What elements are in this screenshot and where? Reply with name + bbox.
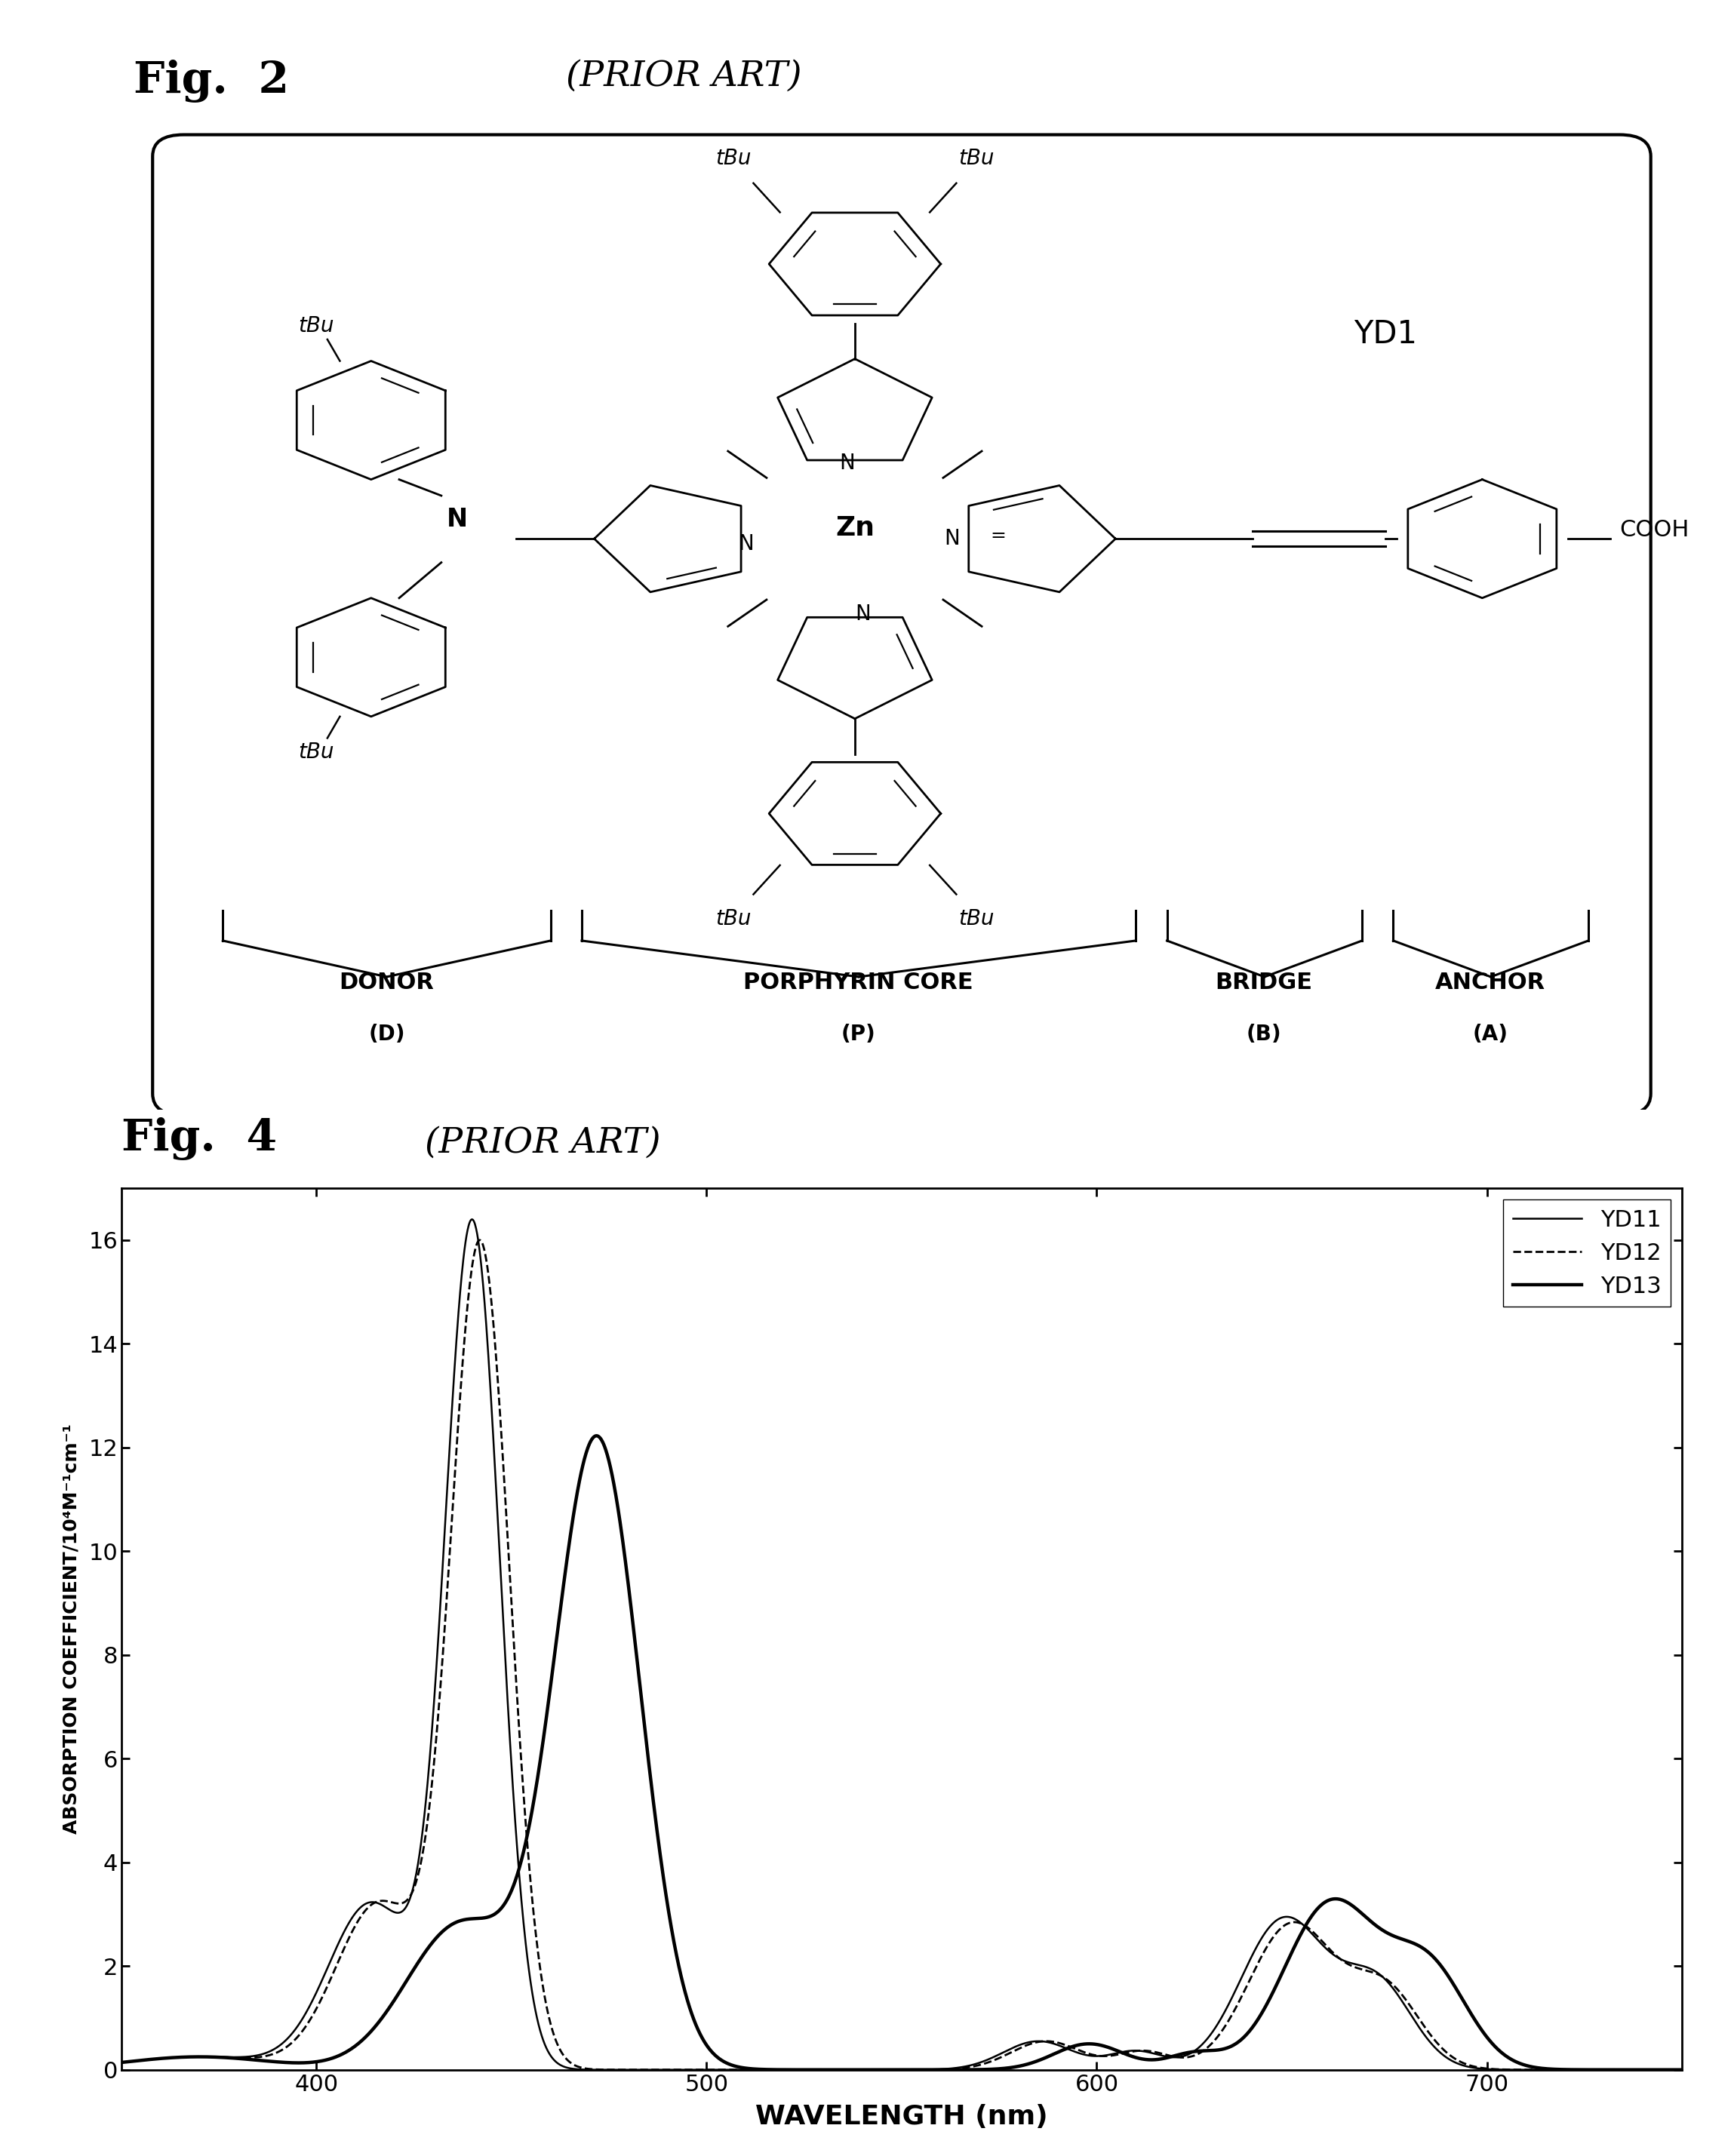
- Text: tBu: tBu: [714, 149, 751, 168]
- YD12: [725, 2057, 746, 2083]
- YD13: [586, 1423, 607, 1449]
- YD11: [725, 2057, 746, 2083]
- Text: BRIDGE: BRIDGE: [1216, 972, 1313, 994]
- Text: ANCHOR: ANCHOR: [1436, 972, 1545, 994]
- YD12: [1711, 2057, 1732, 2083]
- YD13: [725, 2053, 746, 2078]
- Text: (B): (B): [1247, 1024, 1281, 1046]
- Text: tBu: tBu: [959, 149, 995, 168]
- YD11: [111, 2050, 132, 2076]
- Text: tBu: tBu: [714, 908, 751, 929]
- Text: DONOR: DONOR: [340, 972, 434, 994]
- YD12: [1680, 2057, 1701, 2083]
- Line: YD12: YD12: [121, 1240, 1722, 2070]
- YD12: [794, 2057, 815, 2083]
- YD11: [388, 1899, 409, 1925]
- Text: N: N: [943, 528, 959, 550]
- X-axis label: WAVELENGTH (nm): WAVELENGTH (nm): [756, 2104, 1047, 2130]
- FancyBboxPatch shape: [153, 134, 1651, 1115]
- Text: COOH: COOH: [1620, 520, 1689, 541]
- Text: N: N: [855, 604, 870, 625]
- Legend: YD11, YD12, YD13: YD11, YD12, YD13: [1503, 1199, 1670, 1307]
- YD13: [1680, 2057, 1701, 2083]
- YD11: [293, 2003, 314, 2029]
- Text: tBu: tBu: [959, 908, 995, 929]
- YD13: [293, 2050, 314, 2076]
- Text: N: N: [446, 507, 468, 533]
- Text: (PRIOR ART): (PRIOR ART): [565, 58, 801, 93]
- YD11: [794, 2057, 815, 2083]
- Text: Fig.  2: Fig. 2: [134, 58, 290, 101]
- Line: YD11: YD11: [121, 1220, 1722, 2070]
- Text: tBu: tBu: [298, 742, 335, 763]
- Text: N: N: [737, 533, 754, 554]
- YD13: [388, 1981, 409, 2007]
- Text: tBu: tBu: [298, 315, 335, 336]
- Line: YD13: YD13: [121, 1436, 1722, 2070]
- YD11: [1680, 2057, 1701, 2083]
- YD12: [293, 2016, 314, 2042]
- YD12: [1507, 2057, 1528, 2083]
- Text: (PRIOR ART): (PRIOR ART): [425, 1125, 661, 1160]
- Text: N: N: [839, 453, 855, 474]
- YD13: [1711, 2057, 1732, 2083]
- Text: Fig.  4: Fig. 4: [121, 1117, 277, 1160]
- YD11: [1507, 2057, 1528, 2083]
- Y-axis label: ABSORPTION COEFFICIENT/10⁴M⁻¹cm⁻¹: ABSORPTION COEFFICIENT/10⁴M⁻¹cm⁻¹: [62, 1423, 80, 1835]
- Text: (D): (D): [368, 1024, 406, 1046]
- YD13: [111, 2050, 132, 2076]
- Text: (A): (A): [1472, 1024, 1509, 1046]
- YD11: [1711, 2057, 1732, 2083]
- YD12: [388, 1891, 409, 1917]
- YD13: [1507, 2050, 1528, 2076]
- Text: YD1: YD1: [1354, 319, 1417, 349]
- Text: PORPHYRIN CORE: PORPHYRIN CORE: [744, 972, 973, 994]
- Text: =: =: [990, 526, 1006, 545]
- YD12: [111, 2050, 132, 2076]
- YD12: [470, 1227, 491, 1253]
- YD11: [461, 1207, 482, 1233]
- Text: Zn: Zn: [836, 515, 874, 541]
- YD13: [794, 2057, 815, 2083]
- Text: (P): (P): [841, 1024, 876, 1046]
